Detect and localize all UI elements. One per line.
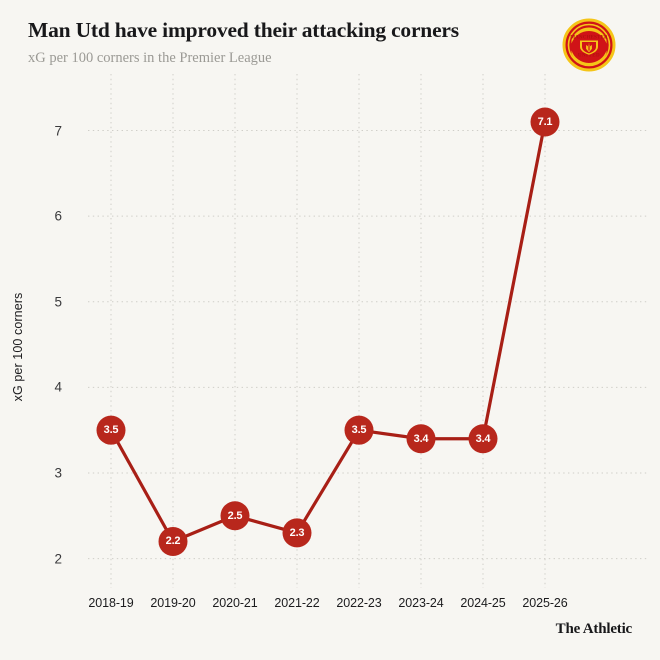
brand-the-athletic: The Athletic (555, 621, 633, 637)
svg-text:UNITED: UNITED (578, 52, 600, 58)
y-axis-tick-label: 5 (54, 294, 62, 310)
x-axis-tick-label: 2022-23 (336, 596, 382, 610)
x-axis-tick-label: 2020-21 (212, 596, 258, 610)
chart-header: Man Utd have improved their attacking co… (28, 18, 548, 67)
manchester-united-crest-icon: MANCHESTER UNITED (562, 18, 616, 72)
y-axis-title: xG per 100 corners (11, 292, 25, 402)
x-axis-tick-label: 2024-25 (460, 596, 506, 610)
y-axis-tick-label: 7 (54, 123, 62, 139)
y-axis-tick-label: 2 (54, 551, 62, 567)
x-axis-tick-label: 2019-20 (150, 596, 196, 610)
x-axis-tick-label: 2023-24 (398, 596, 444, 610)
y-axis-tick-label: 6 (54, 208, 62, 224)
y-axis-tick-label: 3 (54, 465, 62, 481)
x-axis-tick-label: 2025-26 (522, 596, 568, 610)
x-axis-tick-label: 2021-22 (274, 596, 320, 610)
chart-title: Man Utd have improved their attacking co… (28, 18, 459, 42)
svg-text:MANCHESTER: MANCHESTER (570, 35, 608, 41)
x-axis-tick-label: 2018-19 (88, 596, 134, 610)
y-axis-tick-label: 4 (54, 379, 62, 395)
chart-subtitle: xG per 100 corners in the Premier League (28, 49, 272, 66)
